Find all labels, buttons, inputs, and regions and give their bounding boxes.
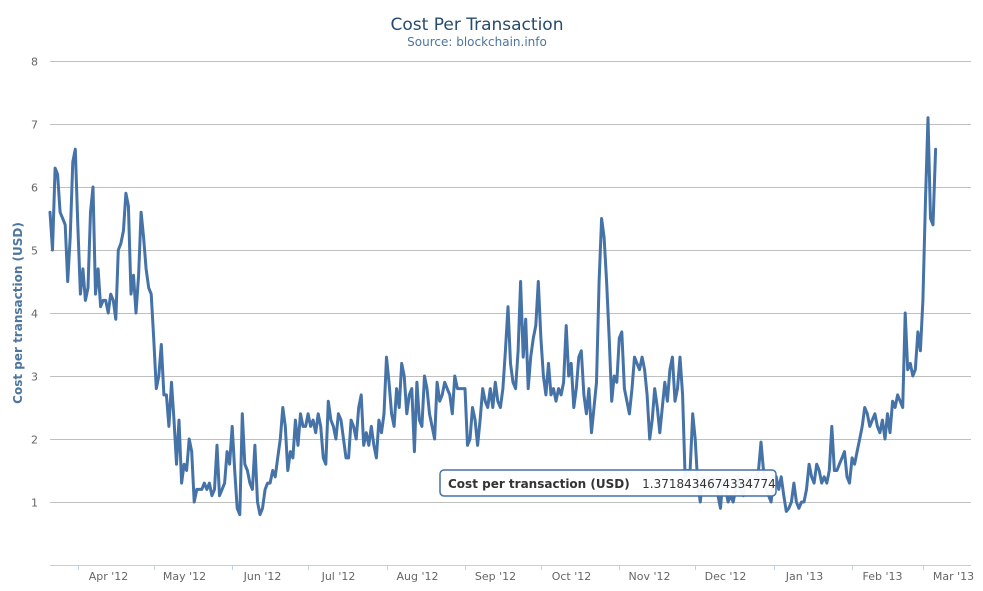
y-axis-title: Cost per transaction (USD) [11,222,25,404]
y-tick-label: 7 [31,119,38,132]
tooltip: Cost per transaction (USD) 1.37184346743… [439,469,777,497]
tooltip-value: 1.3718434674334774 [642,477,776,491]
y-tick-label: 2 [31,434,38,447]
y-axis: 1 2 3 4 5 6 7 8 [31,56,38,510]
x-tick-label: Nov '12 [629,570,671,583]
x-tick-label: Jan '13 [785,570,823,583]
chart-title: Cost Per Transaction [391,15,564,35]
x-tick-label: Feb '13 [863,570,903,583]
tooltip-text: Cost per transaction (USD) 1.37184346743… [448,475,776,492]
y-tick-label: 4 [31,308,38,321]
x-tick-label: Aug '12 [397,570,439,583]
y-tick-label: 5 [31,245,38,258]
x-tick-label: Mar '13 [933,570,974,583]
x-tick-label: Oct '12 [552,570,592,583]
x-axis: Apr '12 May '12 Jun '12 Jul '12 Aug '12 Sep '… [50,565,974,583]
tooltip-series-name: Cost per transaction (USD) [448,477,630,491]
tooltip-box [439,469,777,497]
x-tick-label: Jul '12 [321,570,356,583]
x-tick-label: Dec '12 [705,570,747,583]
y-tick-label: 6 [31,182,38,195]
x-tick-label: Sep '12 [475,570,516,583]
grid-lines [50,61,971,503]
y-tick-label: 3 [31,371,38,384]
y-tick-label: 8 [31,56,38,69]
chart-subtitle: Source: blockchain.info [407,35,547,49]
series-group [48,116,938,517]
x-tick-label: May '12 [163,570,206,583]
x-tick-label: Apr '12 [89,570,129,583]
y-tick-label: 1 [31,497,38,510]
series-line[interactable] [48,116,938,517]
x-tick-label: Jun '12 [243,570,282,583]
